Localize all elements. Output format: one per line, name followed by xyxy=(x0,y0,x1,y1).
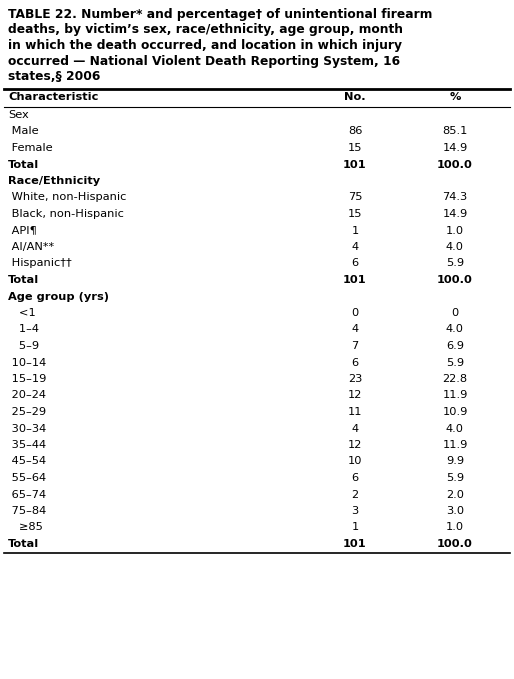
Text: 1–4: 1–4 xyxy=(8,325,39,335)
Text: 23: 23 xyxy=(348,374,362,384)
Text: 11: 11 xyxy=(348,407,362,417)
Text: White, non-Hispanic: White, non-Hispanic xyxy=(8,193,126,202)
Text: 1.0: 1.0 xyxy=(446,523,464,532)
Text: No.: No. xyxy=(344,92,366,101)
Text: 4: 4 xyxy=(352,325,359,335)
Text: 22.8: 22.8 xyxy=(443,374,468,384)
Text: 10–14: 10–14 xyxy=(8,358,46,367)
Text: Total: Total xyxy=(8,275,39,285)
Text: 4.0: 4.0 xyxy=(446,424,464,433)
Text: 3: 3 xyxy=(352,506,359,516)
Text: 1: 1 xyxy=(352,523,359,532)
Text: 101: 101 xyxy=(343,539,367,549)
Text: 55–64: 55–64 xyxy=(8,473,46,483)
Text: %: % xyxy=(449,92,461,101)
Text: 75: 75 xyxy=(348,193,362,202)
Text: Total: Total xyxy=(8,160,39,170)
Text: <1: <1 xyxy=(8,308,36,318)
Text: 30–34: 30–34 xyxy=(8,424,46,433)
Text: 25–29: 25–29 xyxy=(8,407,46,417)
Text: 35–44: 35–44 xyxy=(8,440,46,450)
Text: 100.0: 100.0 xyxy=(437,275,473,285)
Text: Age group (yrs): Age group (yrs) xyxy=(8,291,109,301)
Text: 100.0: 100.0 xyxy=(437,160,473,170)
Text: 5–9: 5–9 xyxy=(8,341,39,351)
Text: 11.9: 11.9 xyxy=(443,440,468,450)
Text: 1.0: 1.0 xyxy=(446,225,464,236)
Text: 2: 2 xyxy=(352,490,359,500)
Text: 65–74: 65–74 xyxy=(8,490,46,500)
Text: Black, non-Hispanic: Black, non-Hispanic xyxy=(8,209,124,219)
Text: 5.9: 5.9 xyxy=(446,259,464,268)
Text: AI/AN**: AI/AN** xyxy=(8,242,54,252)
Text: 2.0: 2.0 xyxy=(446,490,464,500)
Text: Race/Ethnicity: Race/Ethnicity xyxy=(8,176,100,186)
Text: 6: 6 xyxy=(352,473,359,483)
Text: Female: Female xyxy=(8,143,52,153)
Text: Sex: Sex xyxy=(8,110,29,120)
Text: 4: 4 xyxy=(352,424,359,433)
Text: 14.9: 14.9 xyxy=(443,209,468,219)
Text: 0: 0 xyxy=(352,308,359,318)
Text: in which the death occurred, and location in which injury: in which the death occurred, and locatio… xyxy=(8,39,402,52)
Text: 4: 4 xyxy=(352,242,359,252)
Text: 4.0: 4.0 xyxy=(446,242,464,252)
Text: occurred — National Violent Death Reporting System, 16: occurred — National Violent Death Report… xyxy=(8,54,400,67)
Text: 9.9: 9.9 xyxy=(446,456,464,466)
Text: TABLE 22. Number* and percentage† of unintentional firearm: TABLE 22. Number* and percentage† of uni… xyxy=(8,8,432,21)
Text: Male: Male xyxy=(8,126,39,136)
Text: 7: 7 xyxy=(352,341,359,351)
Text: 15: 15 xyxy=(348,209,362,219)
Text: 14.9: 14.9 xyxy=(443,143,468,153)
Text: 4.0: 4.0 xyxy=(446,325,464,335)
Text: 0: 0 xyxy=(451,308,458,318)
Text: 101: 101 xyxy=(343,275,367,285)
Text: 85.1: 85.1 xyxy=(443,126,468,136)
Text: states,§ 2006: states,§ 2006 xyxy=(8,70,100,83)
Text: 74.3: 74.3 xyxy=(443,193,468,202)
Text: 11.9: 11.9 xyxy=(443,390,468,401)
Text: 12: 12 xyxy=(348,440,362,450)
Text: 10.9: 10.9 xyxy=(443,407,468,417)
Text: API¶: API¶ xyxy=(8,225,37,236)
Text: 6: 6 xyxy=(352,358,359,367)
Text: 3.0: 3.0 xyxy=(446,506,464,516)
Text: 5.9: 5.9 xyxy=(446,358,464,367)
Text: ≥85: ≥85 xyxy=(8,523,43,532)
Text: Total: Total xyxy=(8,539,39,549)
Text: 6: 6 xyxy=(352,259,359,268)
Text: 5.9: 5.9 xyxy=(446,473,464,483)
Text: 86: 86 xyxy=(348,126,362,136)
Text: 15–19: 15–19 xyxy=(8,374,46,384)
Text: 6.9: 6.9 xyxy=(446,341,464,351)
Text: 12: 12 xyxy=(348,390,362,401)
Text: 10: 10 xyxy=(348,456,362,466)
Text: Characteristic: Characteristic xyxy=(8,92,98,101)
Text: deaths, by victim’s sex, race/ethnicity, age group, month: deaths, by victim’s sex, race/ethnicity,… xyxy=(8,24,403,37)
Text: 100.0: 100.0 xyxy=(437,539,473,549)
Text: 15: 15 xyxy=(348,143,362,153)
Text: 20–24: 20–24 xyxy=(8,390,46,401)
Text: 101: 101 xyxy=(343,160,367,170)
Text: 75–84: 75–84 xyxy=(8,506,46,516)
Text: Hispanic††: Hispanic†† xyxy=(8,259,72,268)
Text: 45–54: 45–54 xyxy=(8,456,46,466)
Text: 1: 1 xyxy=(352,225,359,236)
